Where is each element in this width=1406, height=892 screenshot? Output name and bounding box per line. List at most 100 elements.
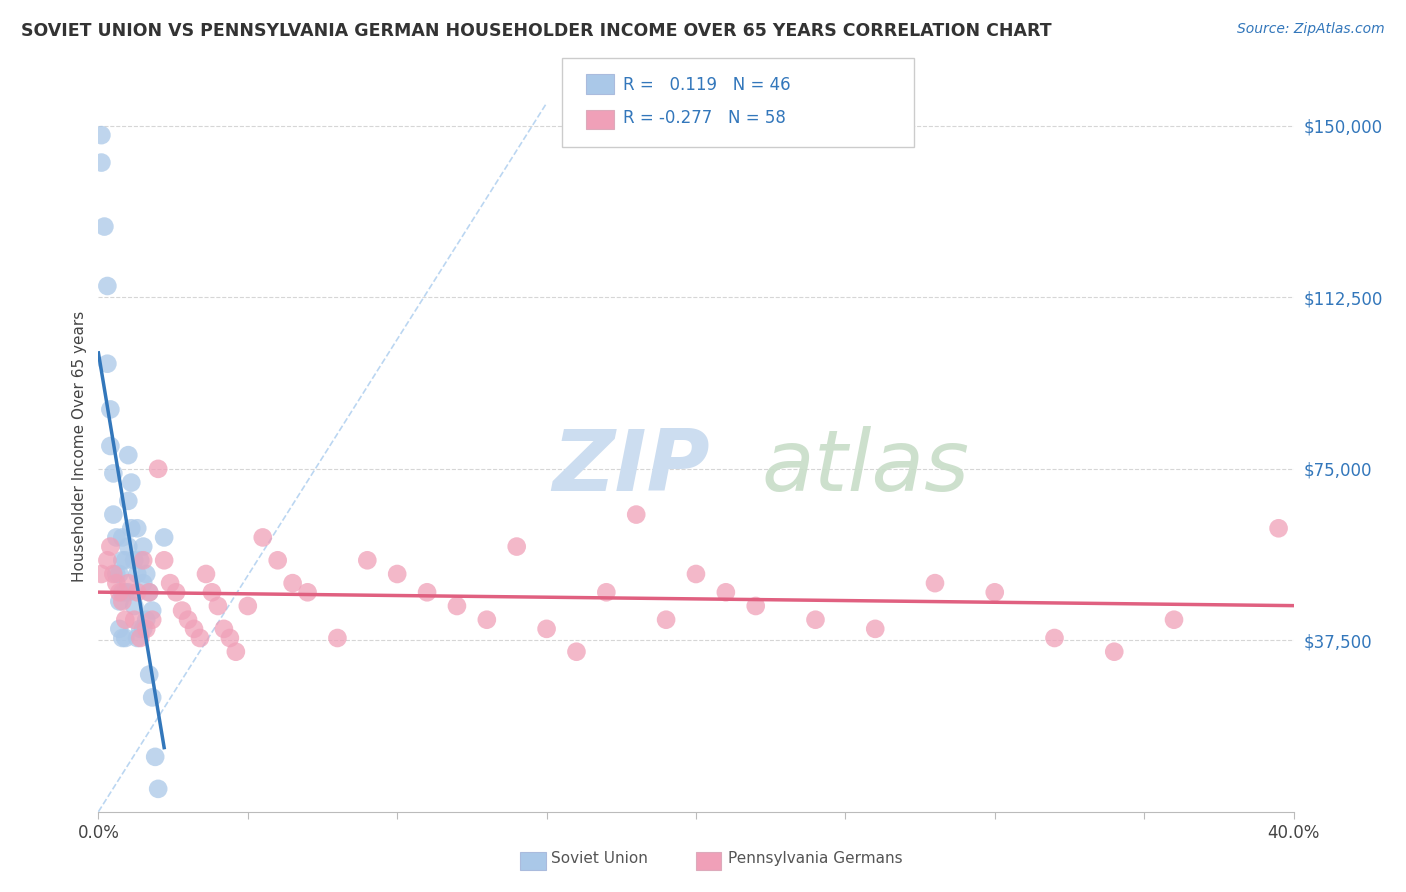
Point [117,585,139,599]
Point [188,631,211,645]
Point [865,622,887,636]
Point [135,613,157,627]
Point [326,631,349,645]
Point [236,599,259,613]
Point [416,585,439,599]
Point [124,553,146,567]
Point [90,567,112,582]
Point [252,530,274,544]
Point [159,576,181,591]
Point [117,540,139,554]
Point [1043,631,1066,645]
Point [138,585,160,599]
Point [90,128,112,142]
Point [124,599,146,613]
Point [96,357,118,371]
Point [111,553,134,567]
Point [212,622,235,636]
Point [111,594,134,608]
Text: Soviet Union: Soviet Union [551,851,648,865]
Point [1104,645,1126,659]
Point [172,603,194,617]
Point [195,567,218,582]
Point [103,467,125,481]
Point [132,540,155,554]
Point [96,279,118,293]
Point [105,567,128,582]
Point [153,553,176,567]
Point [745,599,768,613]
Point [177,613,200,627]
Point [148,781,170,796]
Point [111,631,134,645]
Point [96,553,118,567]
Point [207,599,229,613]
Point [655,613,678,627]
Point [93,219,115,234]
Point [385,567,409,582]
Point [183,622,205,636]
Point [138,585,160,599]
Point [132,576,155,591]
Point [201,585,224,599]
Point [565,645,588,659]
Point [114,631,136,645]
Point [129,553,152,567]
Point [475,613,498,627]
Point [153,530,176,544]
Point [108,567,131,582]
Text: R = -0.277   N = 58: R = -0.277 N = 58 [623,109,786,127]
Point [117,493,139,508]
Y-axis label: Householder Income Over 65 years: Householder Income Over 65 years [72,310,87,582]
Point [141,603,163,617]
Point [536,622,558,636]
Point [127,585,149,599]
Point [984,585,1007,599]
Point [117,576,139,591]
Point [114,613,136,627]
Point [138,667,160,681]
Point [105,576,128,591]
Point [141,613,163,627]
Point [103,567,125,582]
Point [98,540,122,554]
Point [127,567,149,582]
Point [129,631,152,645]
Point [141,690,163,705]
Point [132,553,155,567]
Point [356,553,378,567]
Point [714,585,737,599]
Point [595,585,617,599]
Point [132,622,155,636]
Point [924,576,946,591]
Point [120,521,142,535]
Point [90,155,112,169]
Text: R =   0.119   N = 46: R = 0.119 N = 46 [623,76,790,94]
Point [117,448,139,462]
Text: SOVIET UNION VS PENNSYLVANIA GERMAN HOUSEHOLDER INCOME OVER 65 YEARS CORRELATION: SOVIET UNION VS PENNSYLVANIA GERMAN HOUS… [21,22,1052,40]
Point [626,508,648,522]
Point [804,613,827,627]
Point [135,622,157,636]
Point [127,631,149,645]
Point [685,567,707,582]
Point [111,530,134,544]
Text: Pennsylvania Germans: Pennsylvania Germans [728,851,903,865]
Point [108,585,131,599]
Point [111,585,134,599]
Point [124,613,146,627]
Point [506,540,529,554]
Point [281,576,304,591]
Text: atlas: atlas [762,426,970,509]
Point [108,594,131,608]
Text: ZIP: ZIP [553,426,710,509]
Point [219,631,242,645]
Point [114,553,136,567]
Point [297,585,319,599]
Point [1163,613,1185,627]
Point [165,585,187,599]
Point [108,622,131,636]
Text: Source: ZipAtlas.com: Source: ZipAtlas.com [1237,22,1385,37]
Point [143,749,166,764]
Point [105,530,128,544]
